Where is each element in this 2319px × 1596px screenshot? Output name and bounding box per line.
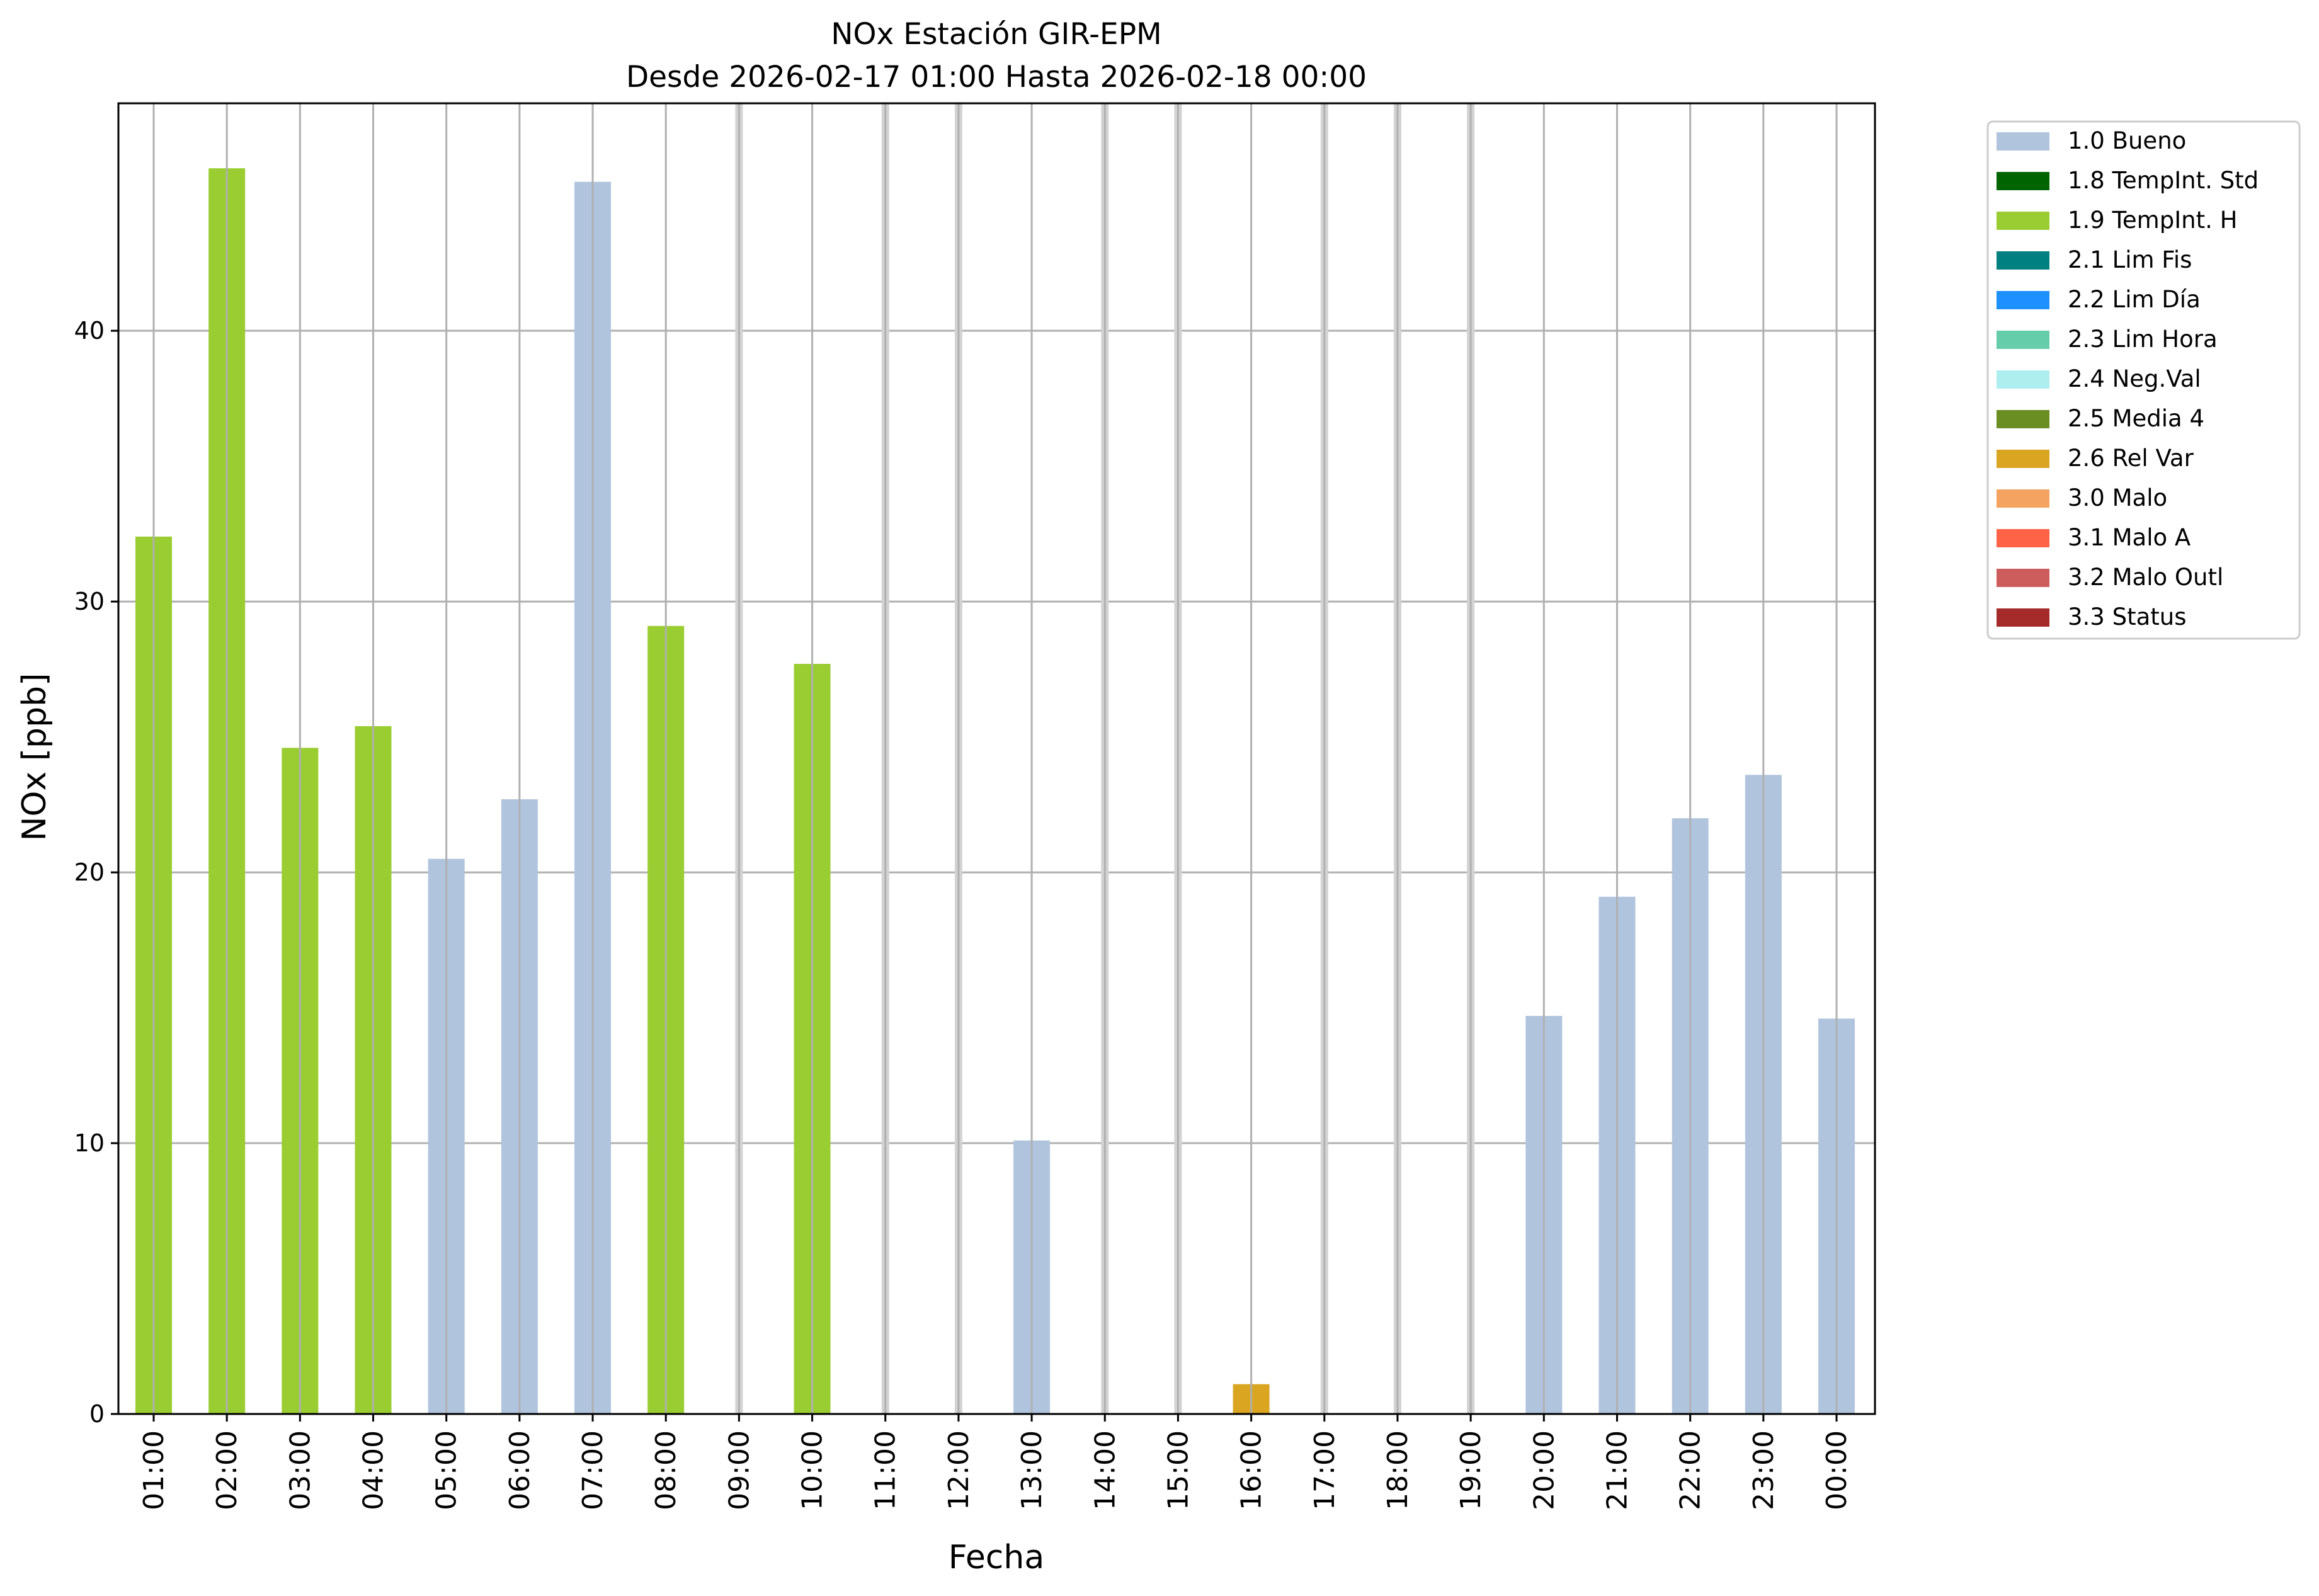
- legend-label: 2.2 Lim Día: [2068, 286, 2201, 313]
- legend-swatch: [1997, 251, 2049, 270]
- y-axis-ticks: 0 10 20 30 40: [74, 317, 118, 1428]
- x-tick-label: 09:00: [723, 1430, 755, 1510]
- legend-swatch: [1997, 132, 2049, 151]
- x-tick-label: 21:00: [1601, 1430, 1633, 1510]
- plot-frame: [117, 102, 1876, 1415]
- x-axis-label: Fecha: [949, 1539, 1044, 1576]
- legend-swatch: [1997, 569, 2049, 587]
- legend-label: 2.4 Neg.Val: [2068, 365, 2201, 392]
- legend-swatch: [1997, 331, 2049, 349]
- x-tick-label: 10:00: [797, 1430, 829, 1510]
- x-tick-label: 23:00: [1748, 1430, 1780, 1510]
- x-tick-label: 00:00: [1821, 1430, 1853, 1510]
- chart-title: NOx Estación GIR-EPM: [831, 17, 1161, 52]
- y-tick-label: 40: [74, 317, 105, 345]
- x-tick-label: 18:00: [1382, 1430, 1414, 1510]
- legend-swatch: [1997, 489, 2049, 508]
- legend-swatch: [1997, 172, 2049, 190]
- legend-label: 2.6 Rel Var: [2068, 445, 2194, 472]
- legend-swatch: [1997, 370, 2049, 389]
- legend-label: 1.9 TempInt. H: [2068, 207, 2237, 234]
- x-tick-label: 02:00: [211, 1430, 243, 1510]
- x-tick-label: 14:00: [1089, 1430, 1121, 1510]
- y-tick-label: 20: [74, 858, 105, 886]
- legend-label: 1.0 Bueno: [2068, 127, 2186, 154]
- x-axis-ticks: 01:00 02:00 03:00 04:00 05:00 06:00 07:00 08:00…: [138, 1414, 1853, 1510]
- y-tick-label: 30: [74, 588, 105, 615]
- y-axis-label: NOx [ppb]: [16, 673, 54, 841]
- chart-subtitle: Desde 2026-02-17 01:00 Hasta 2026-02-18 …: [626, 60, 1367, 94]
- x-tick-label: 07:00: [577, 1430, 609, 1510]
- x-tick-label: 11:00: [870, 1430, 902, 1510]
- x-tick-label: 05:00: [431, 1430, 463, 1510]
- legend-label: 2.3 Lim Hora: [2068, 326, 2218, 353]
- x-tick-label: 20:00: [1528, 1430, 1560, 1510]
- y-tick-label: 0: [89, 1400, 105, 1428]
- x-tick-label: 04:00: [358, 1430, 390, 1510]
- legend-swatch: [1997, 450, 2049, 468]
- legend-swatch: [1997, 529, 2049, 547]
- bars: [135, 168, 1855, 1415]
- legend-swatch: [1997, 608, 2049, 627]
- legend-frame: [1986, 120, 2301, 640]
- x-tick-label: 03:00: [284, 1430, 316, 1510]
- x-tick-label: 06:00: [504, 1430, 536, 1510]
- x-tick-label: 17:00: [1309, 1430, 1341, 1510]
- legend-label: 1.8 TempInt. Std: [2068, 167, 2259, 194]
- legend-swatch: [1997, 410, 2049, 428]
- legend-label: 3.0 Malo: [2068, 484, 2167, 511]
- legend-swatch: [1997, 212, 2049, 230]
- x-tick-label: 16:00: [1236, 1430, 1268, 1510]
- legend-swatch: [1997, 291, 2049, 309]
- x-tick-label: 13:00: [1016, 1430, 1048, 1510]
- legend-label: 2.1 Lim Fis: [2068, 246, 2192, 273]
- legend: 1.0 Bueno 1.8 TempInt. Std 1.9 TempInt. H 2…: [1986, 120, 2301, 640]
- x-tick-label: 19:00: [1455, 1430, 1487, 1510]
- x-tick-label: 15:00: [1162, 1430, 1194, 1510]
- legend-label: 3.2 Malo Outl: [2068, 564, 2223, 591]
- legend-label: 2.5 Media 4: [2068, 405, 2204, 432]
- x-tick-label: 01:00: [138, 1430, 170, 1510]
- legend-label: 3.3 Status: [2068, 603, 2187, 630]
- x-tick-label: 22:00: [1675, 1430, 1707, 1510]
- y-tick-label: 10: [74, 1129, 105, 1157]
- x-tick-label: 12:00: [943, 1430, 975, 1510]
- x-tick-label: 08:00: [650, 1430, 682, 1510]
- legend-label: 3.1 Malo A: [2068, 524, 2191, 551]
